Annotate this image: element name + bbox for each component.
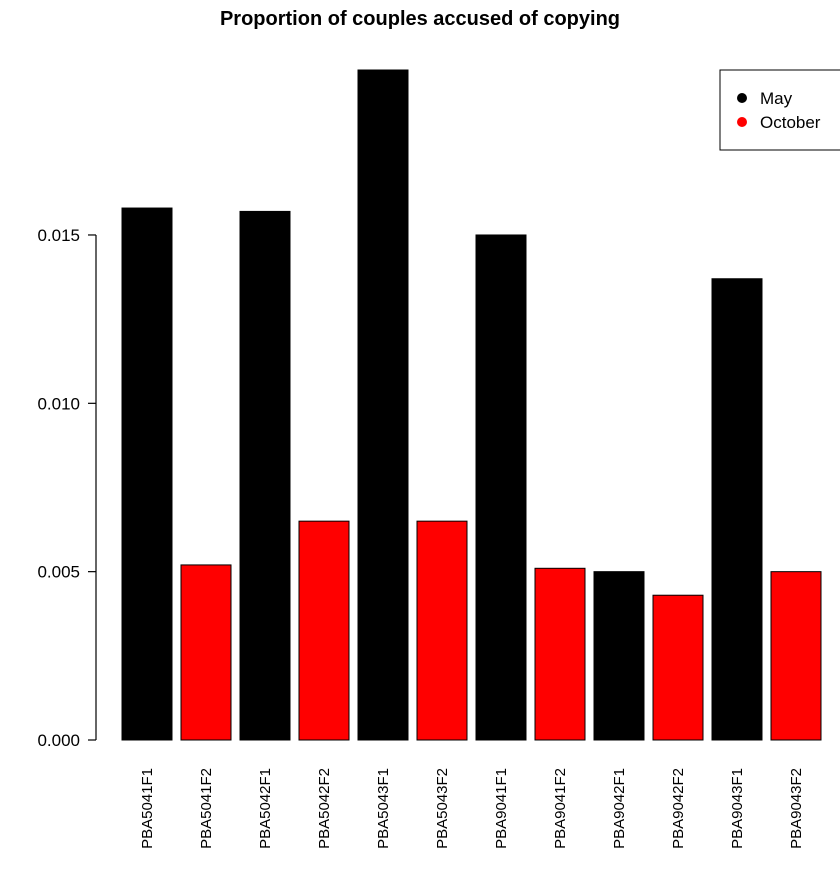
bar-pba5042f1 [239, 210, 291, 741]
x-axis-labels: PBA5041F1 PBA5041F2 PBA5042F1 PBA5042F2 PBA5… [139, 768, 805, 849]
bar-pba9042f2 [652, 594, 704, 741]
y-tick-label: 0.010 [37, 394, 80, 413]
legend: May October [719, 69, 840, 151]
bar-pba9041f2 [534, 567, 586, 741]
x-tick-label: PBA5042F1 [257, 768, 274, 849]
x-tick-label: PBA9041F2 [552, 768, 569, 849]
x-tick-label: PBA5041F2 [198, 768, 215, 849]
bar-pba9043f1 [711, 278, 763, 741]
bar-pba5041f2 [180, 564, 232, 741]
y-tick-label: 0.005 [37, 563, 80, 582]
legend-label-may: May [760, 89, 793, 108]
x-tick-label: PBA5041F1 [139, 768, 156, 849]
x-tick-label: PBA5043F2 [434, 768, 451, 849]
x-tick-label: PBA9041F1 [493, 768, 510, 849]
bar-pba9043f2 [770, 571, 822, 741]
x-tick-label: PBA9043F1 [729, 768, 746, 849]
legend-marker-october [737, 117, 747, 127]
y-axis-ticks: 0.000 0.005 0.010 0.015 [37, 226, 96, 750]
bar-pba5042f2 [298, 520, 350, 741]
chart-title: Proportion of couples accused of copying [220, 8, 620, 30]
bar-pba5043f2 [416, 520, 468, 741]
bars [121, 69, 822, 741]
x-tick-label: PBA9042F2 [670, 768, 687, 849]
bar-pba9041f1 [475, 234, 527, 741]
bar-pba5041f1 [121, 207, 173, 741]
bar-pba5043f1 [357, 69, 409, 741]
x-tick-label: PBA9043F2 [788, 768, 805, 849]
legend-box [719, 69, 840, 151]
x-tick-label: PBA5042F2 [316, 768, 333, 849]
y-tick-label: 0.015 [37, 226, 80, 245]
legend-marker-may [737, 93, 747, 103]
y-tick-label: 0.000 [37, 731, 80, 750]
x-tick-label: PBA9042F1 [611, 768, 628, 849]
x-tick-label: PBA5043F1 [375, 768, 392, 849]
bar-pba9042f1 [593, 571, 645, 741]
legend-label-october: October [760, 113, 821, 132]
